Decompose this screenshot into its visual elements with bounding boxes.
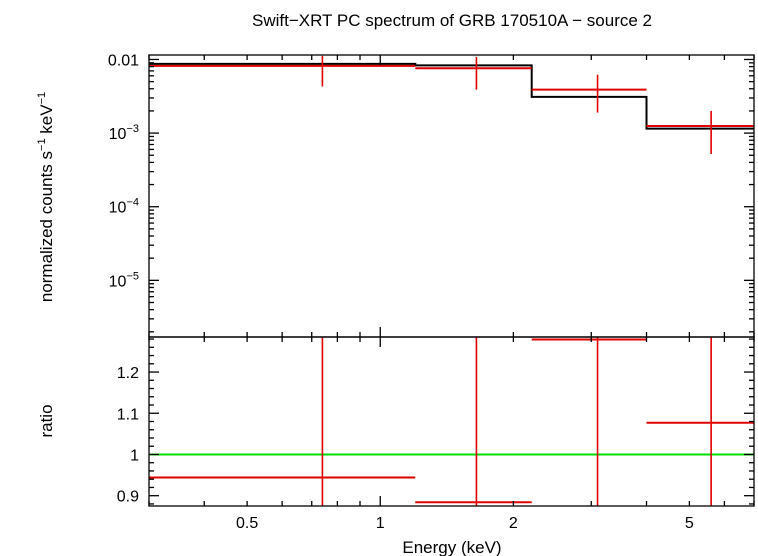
spectrum-y-axis-label-sup1: −1 [36,138,48,151]
ratio-panel: 0.9 1 1.1 1.2 0.5 1 2 5 [117,336,755,532]
ratio-y-axis-label: ratio [37,404,56,437]
x-axis-label: Energy (keV) [402,538,501,556]
spectrum-y-tick-label: 10−5 [109,270,139,290]
ratio-frame [148,336,755,507]
x-tick-label: 0.5 [236,515,258,532]
spectrum-y-axis-label-main: normalized counts s [37,151,56,302]
tick-label-base: 10 [109,126,127,143]
x-tick-label: 1 [376,515,385,532]
ratio-y-tick-label: 1.2 [117,365,139,382]
spectrum-data-point [646,110,754,155]
tick-label-base: 0.01 [108,52,139,69]
tick-label-exponent: −5 [126,270,139,282]
tick-label-exponent: −3 [126,123,139,135]
x-tick-label: 2 [509,515,518,532]
spectrum-data-point [415,57,532,90]
spectrum-y-tick-label: 10−4 [109,197,139,217]
spectrum-y-axis-label-sup2: −1 [36,92,48,105]
chart-title: Swift−XRT PC spectrum of GRB 170510A − s… [252,11,652,30]
spectrum-data-point [531,74,647,113]
model-step-line [149,62,754,130]
spectrum-y-tick-label: 10−3 [109,123,139,143]
ratio-y-tick-label: 1.1 [117,406,139,423]
ratio-data-point [646,337,754,506]
spectrum-y-axis-label: normalized counts s−1 keV−1 [36,92,56,302]
tick-label-exponent: −4 [126,197,139,209]
ratio-y-tick-label: 0.9 [117,489,139,506]
spectrum-data-point [149,55,416,87]
spectrum-y-tick-label: 0.01 [108,52,139,69]
ratio-data-point [415,337,532,506]
ratio-data-point [531,337,647,506]
tick-label-base: 10 [109,200,127,217]
x-tick-label: 5 [685,515,694,532]
tick-label-base: 10 [109,273,127,290]
spectrum-frame [148,54,755,338]
ratio-y-tick-label: 1 [130,447,139,464]
spectrum-y-axis-label-mid: keV [37,104,56,139]
ratio-data-point [149,337,416,506]
